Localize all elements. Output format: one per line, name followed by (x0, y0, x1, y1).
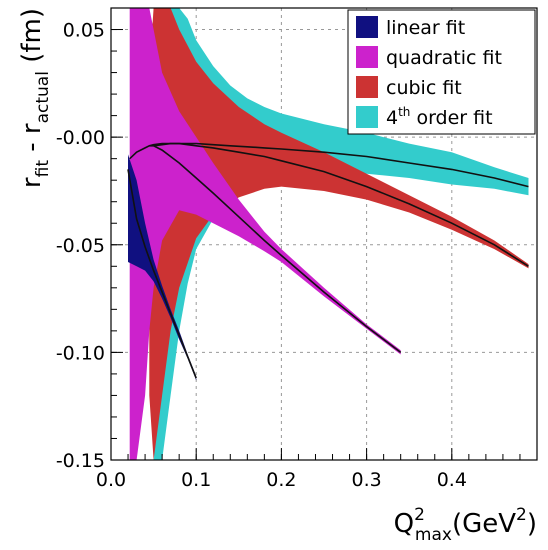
y-tick-label-0: 0.05 (63, 20, 105, 42)
legend-swatch-4th (356, 106, 378, 128)
ticks (110, 7, 538, 461)
y-axis-label: rfit - ractual (fm) (17, 8, 53, 188)
band-quadratic-fit (129, 8, 401, 460)
center-line-quadratic-fit (129, 145, 402, 354)
x-tick-label-2: 0.2 (266, 469, 296, 491)
y-tick-label-4: -0.15 (56, 450, 105, 472)
bands (128, 8, 529, 460)
legend-label-linear: linear fit (386, 17, 465, 39)
y-tick-label-3: -0.10 (56, 342, 105, 364)
y-tick-label-1: -0.00 (56, 127, 105, 149)
x-tick-label-0: 0.0 (96, 469, 126, 491)
x-axis-label: Q2 max(GeV2) (394, 505, 537, 545)
x-tick-label-1: 0.1 (181, 469, 211, 491)
legend: linear fit quadratic fit cubic fit 4th o… (347, 9, 536, 135)
legend-swatch-cubic (356, 76, 378, 98)
legend-box (347, 9, 536, 135)
band-cubic-fit (149, 8, 529, 460)
legend-label-cubic: cubic fit (386, 77, 462, 99)
x-tick-label-3: 0.3 (351, 469, 381, 491)
center-line-cubic-fit (149, 142, 529, 267)
center-line-linear-fit (127, 169, 197, 379)
legend-swatch-linear (356, 16, 378, 38)
band-linear-fit (128, 154, 197, 381)
tick-labels: 0.0 0.1 0.2 0.3 0.4 0.05 -0.00 -0.05 -0.10 -0.15 (56, 20, 467, 491)
legend-label-4th: 4th order fit (386, 105, 493, 129)
y-tick-label-2: -0.05 (56, 235, 105, 257)
center-lines (127, 142, 529, 379)
plot-border (110, 7, 538, 461)
legend-swatch-quadratic (356, 46, 378, 68)
legend-label-quadratic: quadratic fit (386, 47, 502, 69)
x-tick-label-4: 0.4 (437, 469, 467, 491)
